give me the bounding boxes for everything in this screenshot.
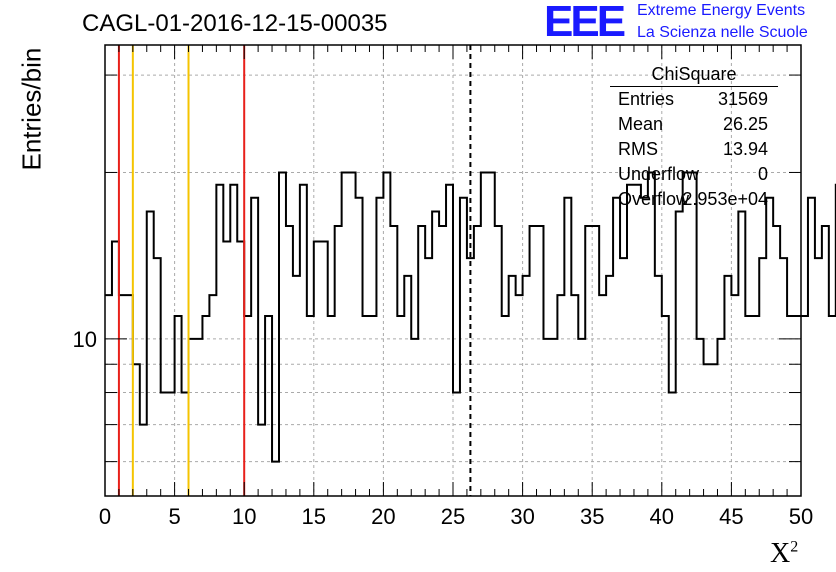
y-tick-label: 10	[73, 327, 97, 352]
x-tick-label: 15	[302, 504, 326, 529]
x-tick-label: 25	[441, 504, 465, 529]
x-axis-label: X2	[770, 538, 798, 570]
x-axis-label-base: X	[770, 538, 791, 569]
stats-row-underflow: Underflow 0	[610, 164, 778, 189]
x-axis-label-sup: 2	[790, 538, 799, 556]
stats-value: 26.25	[722, 114, 768, 134]
stats-key: RMS	[618, 139, 658, 159]
stats-key: Underflow	[618, 164, 700, 184]
stats-header: ChiSquare	[610, 64, 778, 87]
x-tick-label: 10	[232, 504, 256, 529]
chart-title: CAGL-01-2016-12-15-00035	[82, 10, 388, 37]
stats-row-entries: Entries 31569	[610, 89, 778, 114]
logo-line-1: Extreme Energy Events	[637, 2, 806, 19]
x-tick-label: 20	[371, 504, 395, 529]
stats-row-overflow: Overflow 2.953e+04	[610, 189, 778, 214]
stats-value: 2.953e+04	[682, 189, 768, 209]
stats-key: Overflow	[618, 189, 690, 209]
stats-key: Entries	[618, 89, 675, 109]
stats-key: Mean	[618, 114, 664, 134]
stats-value: 13.94	[722, 139, 768, 159]
eee-logo-mark: EEE	[544, 0, 626, 46]
x-tick-label: 0	[99, 504, 111, 529]
histogram-series	[105, 171, 836, 463]
stats-box: ChiSquare Entries 31569 Mean 26.25 RMS 13.9…	[610, 64, 778, 214]
x-tick-label: 35	[580, 504, 604, 529]
stats-row-rms: RMS 13.94	[610, 139, 778, 164]
x-tick-label: 50	[789, 504, 813, 529]
stats-value: 0	[757, 164, 768, 184]
stats-row-mean: Mean 26.25	[610, 114, 778, 139]
x-tick-label: 5	[168, 504, 180, 529]
stats-value: 31569	[717, 89, 768, 109]
x-tick-label: 40	[650, 504, 674, 529]
logo-line-2: La Scienza nelle Scuole	[637, 24, 808, 41]
x-tick-label: 45	[719, 504, 743, 529]
x-tick-label: 30	[510, 504, 534, 529]
